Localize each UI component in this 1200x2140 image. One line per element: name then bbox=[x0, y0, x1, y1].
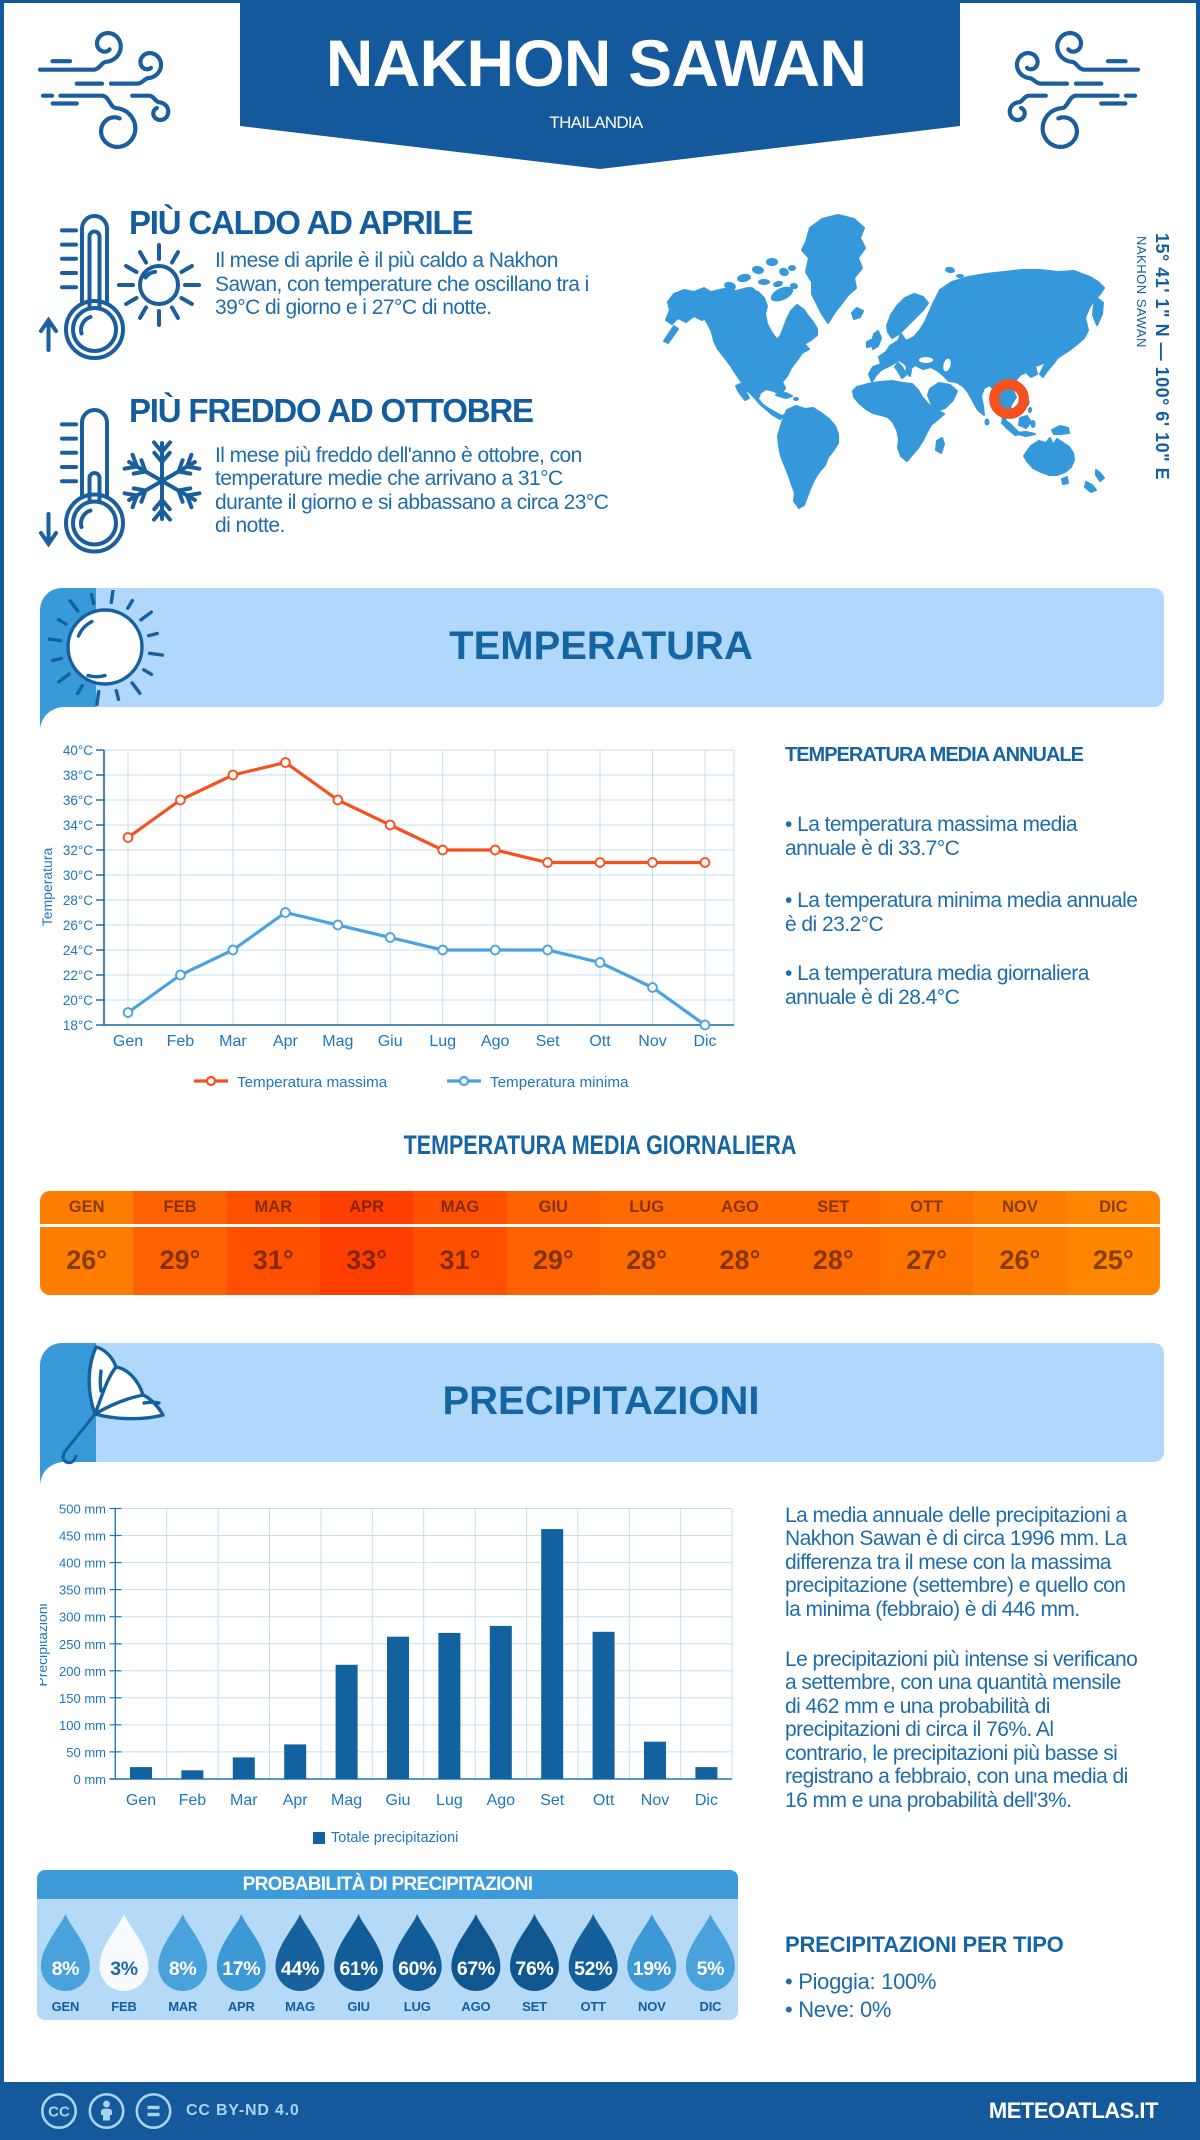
svg-text:Ago: Ago bbox=[481, 1033, 510, 1050]
svg-text:17%: 17% bbox=[222, 1958, 260, 1980]
svg-text:Precipitazioni: Precipitazioni bbox=[40, 1603, 50, 1686]
svg-text:Mag: Mag bbox=[331, 1792, 362, 1809]
svg-text:19%: 19% bbox=[633, 1958, 671, 1980]
svg-text:Gen: Gen bbox=[126, 1792, 156, 1809]
svg-text:26°C: 26°C bbox=[63, 918, 93, 933]
svg-text:Dic: Dic bbox=[695, 1792, 718, 1809]
svg-text:150 mm: 150 mm bbox=[59, 1691, 106, 1706]
svg-text:Ago: Ago bbox=[487, 1792, 516, 1809]
svg-text:200 mm: 200 mm bbox=[59, 1664, 106, 1679]
svg-text:Mar: Mar bbox=[230, 1792, 258, 1809]
svg-text:CC: CC bbox=[48, 2104, 70, 2121]
svg-text:50 mm: 50 mm bbox=[66, 1745, 106, 1760]
svg-text:250 mm: 250 mm bbox=[59, 1637, 106, 1652]
svg-text:67%: 67% bbox=[457, 1958, 495, 1980]
svg-text:44%: 44% bbox=[281, 1958, 319, 1980]
svg-text:Temperatura massima: Temperatura massima bbox=[237, 1074, 388, 1091]
svg-text:Totale precipitazioni: Totale precipitazioni bbox=[331, 1830, 458, 1846]
svg-text:28°C: 28°C bbox=[63, 893, 93, 908]
svg-text:32°C: 32°C bbox=[63, 843, 93, 858]
svg-text:Apr: Apr bbox=[283, 1792, 309, 1809]
svg-text:Nov: Nov bbox=[638, 1033, 666, 1050]
svg-text:100 mm: 100 mm bbox=[59, 1718, 106, 1733]
svg-text:Gen: Gen bbox=[113, 1033, 143, 1050]
svg-text:300 mm: 300 mm bbox=[59, 1610, 106, 1625]
svg-text:3%: 3% bbox=[110, 1958, 138, 1980]
svg-text:400 mm: 400 mm bbox=[59, 1556, 106, 1571]
svg-text:Set: Set bbox=[536, 1033, 561, 1050]
svg-text:52%: 52% bbox=[574, 1958, 612, 1980]
svg-text:GIU: GIU bbox=[347, 1999, 370, 2014]
svg-text:Ott: Ott bbox=[593, 1792, 615, 1809]
svg-text:Temperatura minima: Temperatura minima bbox=[490, 1074, 629, 1091]
svg-text:22°C: 22°C bbox=[63, 968, 93, 983]
svg-text:APR: APR bbox=[228, 1999, 256, 2014]
svg-text:Feb: Feb bbox=[167, 1033, 195, 1050]
svg-text:Nov: Nov bbox=[641, 1792, 669, 1809]
svg-text:5%: 5% bbox=[697, 1958, 725, 1980]
svg-text:GEN: GEN bbox=[52, 1999, 80, 2014]
svg-text:500 mm: 500 mm bbox=[59, 1502, 106, 1517]
svg-text:Lug: Lug bbox=[429, 1033, 456, 1050]
svg-text:MAG: MAG bbox=[285, 1999, 315, 2014]
svg-text:FEB: FEB bbox=[111, 1999, 136, 2014]
svg-text:450 mm: 450 mm bbox=[59, 1529, 106, 1544]
svg-text:Feb: Feb bbox=[179, 1792, 207, 1809]
svg-text:24°C: 24°C bbox=[63, 943, 93, 958]
svg-text:8%: 8% bbox=[169, 1958, 197, 1980]
svg-text:Giu: Giu bbox=[378, 1033, 403, 1050]
svg-text:Dic: Dic bbox=[693, 1033, 716, 1050]
svg-text:34°C: 34°C bbox=[63, 818, 93, 833]
svg-text:SET: SET bbox=[522, 1999, 547, 2014]
svg-text:AGO: AGO bbox=[461, 1999, 490, 2014]
svg-text:Apr: Apr bbox=[273, 1033, 299, 1050]
svg-text:350 mm: 350 mm bbox=[59, 1583, 106, 1598]
svg-text:40°C: 40°C bbox=[63, 743, 93, 758]
svg-text:36°C: 36°C bbox=[63, 793, 93, 808]
svg-text:Giu: Giu bbox=[386, 1792, 411, 1809]
svg-text:18°C: 18°C bbox=[63, 1018, 93, 1033]
svg-text:DIC: DIC bbox=[700, 1999, 723, 2014]
svg-text:Mar: Mar bbox=[219, 1033, 247, 1050]
svg-text:61%: 61% bbox=[340, 1958, 378, 1980]
svg-text:Lug: Lug bbox=[436, 1792, 463, 1809]
svg-text:20°C: 20°C bbox=[63, 993, 93, 1008]
svg-text:60%: 60% bbox=[398, 1958, 436, 1980]
svg-text:Mag: Mag bbox=[322, 1033, 353, 1050]
svg-text:30°C: 30°C bbox=[63, 868, 93, 883]
svg-text:76%: 76% bbox=[515, 1958, 553, 1980]
svg-text:Ott: Ott bbox=[589, 1033, 611, 1050]
svg-text:Set: Set bbox=[540, 1792, 565, 1809]
svg-text:8%: 8% bbox=[52, 1958, 80, 1980]
svg-text:MAR: MAR bbox=[168, 1999, 198, 2014]
svg-text:OTT: OTT bbox=[580, 1999, 606, 2014]
svg-text:0 mm: 0 mm bbox=[74, 1772, 107, 1787]
svg-text:Temperatura: Temperatura bbox=[40, 847, 55, 926]
svg-text:LUG: LUG bbox=[404, 1999, 431, 2014]
svg-text:38°C: 38°C bbox=[63, 768, 93, 783]
svg-text:NOV: NOV bbox=[638, 1999, 666, 2014]
